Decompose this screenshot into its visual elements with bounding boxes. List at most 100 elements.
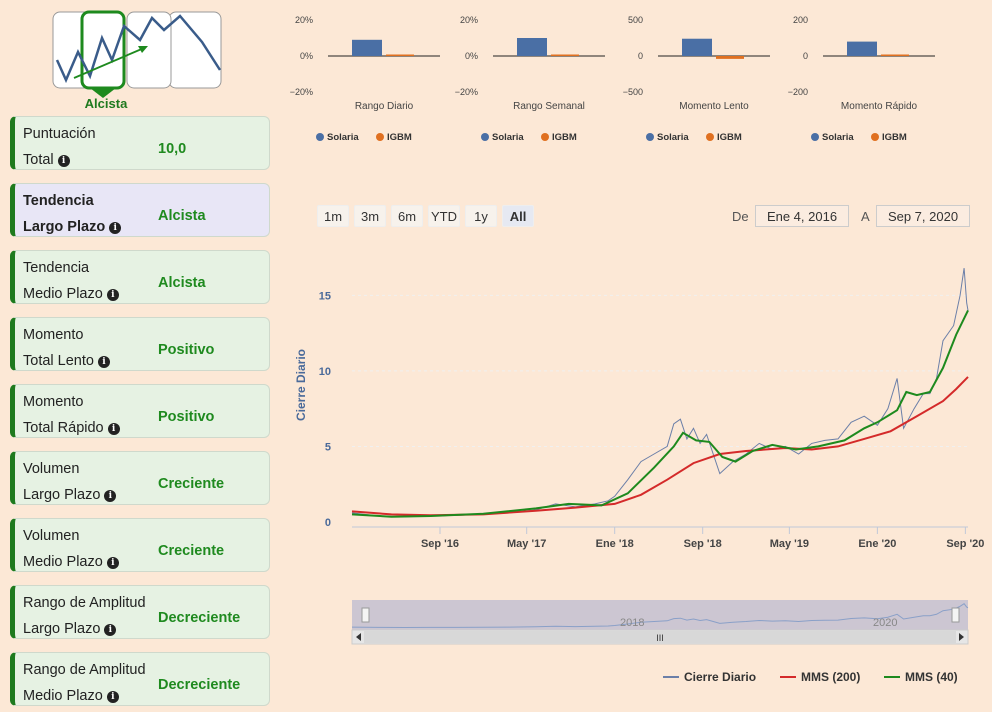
y-tick-label: 0% (465, 51, 478, 61)
card-title-line1: Rango de Amplitud (23, 662, 146, 678)
card-title-line2: Total Rápido i (23, 420, 120, 436)
legend-label: Cierre Diario (684, 670, 756, 684)
scrollbar-grip: III (656, 633, 664, 643)
navigator-handle-right[interactable] (951, 607, 960, 623)
legend-marker (646, 133, 654, 141)
bar (682, 38, 712, 56)
range-button[interactable]: 3m (354, 205, 386, 227)
card-value: Decreciente (158, 610, 241, 626)
indicator-card[interactable]: Puntuación Total i 10,0 (10, 116, 270, 170)
navigator-series (351, 603, 969, 629)
card-value: Creciente (158, 476, 225, 492)
navigator-handle-left[interactable] (361, 607, 370, 623)
card-value: Alcista (158, 208, 206, 224)
x-tick-label: Ene '20 (858, 538, 896, 550)
legend-label: Solaria (657, 132, 689, 143)
card-title-line2: Total Lento i (23, 353, 110, 369)
card-title-line2: Largo Plazo i (23, 219, 122, 235)
y-tick-label: 0 (325, 517, 331, 529)
range-button[interactable]: All (502, 205, 534, 227)
x-tick-label: Ene '18 (596, 538, 634, 550)
legend-marker (541, 133, 549, 141)
legend-label: Solaria (327, 132, 359, 143)
legend-label: IGBM (882, 132, 907, 143)
series-line (351, 309, 969, 518)
range-button[interactable]: 6m (391, 205, 423, 227)
navigator-label: 2018 (620, 617, 644, 629)
info-icon[interactable]: i (106, 289, 119, 301)
trend-label: Alcista (84, 96, 128, 111)
info-icon[interactable]: i (104, 490, 117, 502)
info-icon[interactable]: i (109, 222, 122, 234)
navigator-label: 2020 (873, 617, 897, 629)
indicator-card[interactable]: Tendencia Largo Plazo i Alcista (10, 183, 270, 237)
mini-chart-title: Momento Rápido (841, 101, 918, 112)
info-icon[interactable]: i (107, 423, 120, 435)
card-title-line1: Tendencia (23, 193, 94, 209)
card-value: Creciente (158, 543, 225, 559)
range-button[interactable]: 1y (465, 205, 497, 227)
card-title-line1: Puntuación (23, 126, 96, 142)
date-to-input[interactable]: Sep 7, 2020 (876, 205, 970, 227)
info-icon[interactable]: i (57, 155, 70, 167)
y-tick-label: 200 (793, 15, 808, 25)
x-tick-label: Sep '18 (684, 538, 722, 550)
x-tick-label: May '17 (507, 538, 546, 550)
y-tick-label: 20% (460, 15, 478, 25)
indicator-card[interactable]: Momento Total Rápido i Positivo (10, 384, 270, 438)
bar (881, 54, 909, 56)
bar (551, 54, 579, 56)
card-title-line1: Tendencia (23, 260, 90, 276)
mini-bar-chart: 20% 0% −20% Rango Semanal Solaria IGBM (455, 15, 605, 143)
range-button[interactable]: YTD (428, 205, 460, 227)
legend-label: MMS (200) (801, 670, 860, 684)
y-tick-label: −20% (455, 87, 478, 97)
scrollbar-thumb[interactable] (364, 631, 956, 643)
bar (517, 38, 547, 56)
scroll-left-icon[interactable] (356, 633, 361, 641)
y-tick-label: 0 (638, 51, 643, 61)
card-value: Decreciente (158, 677, 241, 693)
x-tick-label: May '19 (770, 538, 809, 550)
mini-chart-title: Rango Semanal (513, 101, 585, 112)
indicator-card[interactable]: Volumen Medio Plazo i Creciente (10, 518, 270, 572)
indicator-card[interactable]: Momento Total Lento i Positivo (10, 317, 270, 371)
card-title-line1: Volumen (23, 461, 80, 477)
mini-bar-chart: 200 0 −200 Momento Rápido Solaria IGBM (788, 15, 935, 143)
mini-bar-chart: 500 0 −500 Momento Lento Solaria IGBM (623, 15, 770, 143)
legend-label: Solaria (492, 132, 524, 143)
card-title-line2: Medio Plazo i (23, 286, 119, 302)
indicator-card[interactable]: Rango de Amplitud Largo Plazo i Decrecien… (10, 585, 270, 639)
x-tick-label: Sep '16 (421, 538, 459, 550)
info-icon[interactable]: i (97, 356, 110, 368)
indicator-card[interactable]: Tendencia Medio Plazo i Alcista (10, 250, 270, 304)
bar (847, 41, 877, 56)
mini-chart-title: Rango Diario (355, 101, 414, 112)
card-title-line2: Largo Plazo i (23, 487, 117, 503)
y-tick-label: −500 (623, 87, 643, 97)
card-title-line1: Momento (23, 327, 84, 343)
info-icon[interactable]: i (106, 557, 119, 569)
legend-label: Solaria (822, 132, 854, 143)
scroll-right-icon[interactable] (959, 633, 964, 641)
card-title-line2: Medio Plazo i (23, 554, 119, 570)
card-title-line1: Rango de Amplitud (23, 595, 146, 611)
y-tick-label: 20% (295, 15, 313, 25)
card-title-line1: Volumen (23, 528, 80, 544)
info-icon[interactable]: i (106, 691, 119, 703)
info-icon[interactable]: i (104, 624, 117, 636)
card-value: Positivo (158, 409, 215, 425)
card-value: 10,0 (158, 141, 187, 157)
indicator-card[interactable]: Volumen Largo Plazo i Creciente (10, 451, 270, 505)
bar (386, 54, 414, 56)
indicator-bar-charts: 20% 0% −20% Rango Diario Solaria IGBM 20% 0% −20… (290, 15, 935, 143)
navigator-window (352, 600, 968, 630)
indicator-card[interactable]: Rango de Amplitud Medio Plazo i Decrecien… (10, 652, 270, 706)
range-button[interactable]: 1m (317, 205, 349, 227)
legend-marker (706, 133, 714, 141)
date-from-input[interactable]: Ene 4, 2016 (755, 205, 849, 227)
trend-logo-icon (52, 10, 222, 98)
x-tick-label: Sep '20 (946, 538, 984, 550)
legend-marker (376, 133, 384, 141)
legend-marker (481, 133, 489, 141)
